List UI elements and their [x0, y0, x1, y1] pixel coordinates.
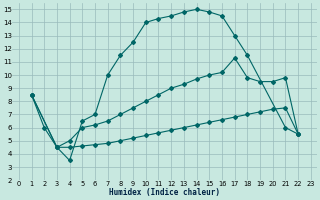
- X-axis label: Humidex (Indice chaleur): Humidex (Indice chaleur): [109, 188, 220, 197]
